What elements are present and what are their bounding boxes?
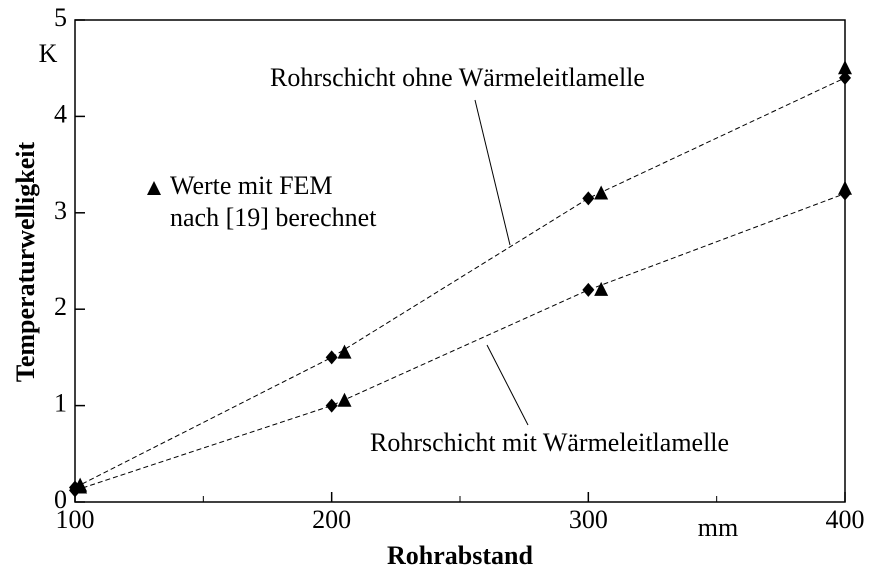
- diamond-marker: [582, 282, 595, 297]
- diamond-marker: [325, 398, 338, 413]
- x-unit: mm: [698, 513, 738, 542]
- curve-label: Rohrschicht ohne Wärmeleitlamelle: [270, 63, 645, 92]
- y-tick-label: 4: [54, 99, 67, 128]
- triangle-marker: [838, 60, 852, 75]
- legend-label: nach [19] berechnet: [170, 203, 377, 232]
- y-tick-label: 1: [54, 389, 67, 418]
- leader-line: [486, 344, 529, 426]
- y-tick-label: 0: [54, 485, 67, 514]
- curve-label: Rohrschicht mit Wärmeleitlamelle: [370, 428, 729, 457]
- x-axis-label: Rohrabstand: [387, 541, 533, 570]
- diamond-marker: [582, 191, 595, 206]
- x-tick-label: 200: [312, 505, 351, 534]
- diamond-marker: [839, 70, 851, 85]
- legend-marker: [147, 181, 161, 195]
- triangle-marker: [594, 281, 609, 296]
- diamond-marker: [325, 350, 338, 365]
- x-tick-label: 300: [569, 505, 608, 534]
- triangle-marker: [838, 180, 852, 195]
- y-tick-label: 5: [54, 3, 67, 32]
- y-tick-label: 2: [54, 292, 67, 321]
- leader-line: [474, 99, 511, 246]
- y-tick-label: 3: [54, 196, 67, 225]
- x-tick-label: 100: [56, 505, 95, 534]
- series-line: [74, 77, 846, 488]
- triangle-marker: [337, 344, 352, 359]
- legend-label: Werte mit FEM: [170, 171, 333, 200]
- triangle-marker: [594, 185, 609, 200]
- y-unit: K: [39, 39, 58, 68]
- series-line: [74, 193, 846, 491]
- triangle-marker: [337, 392, 352, 407]
- triangle-marker: [73, 479, 88, 494]
- x-tick-label: 400: [826, 505, 865, 534]
- y-axis-label: Temperaturwelligkeit: [11, 142, 40, 383]
